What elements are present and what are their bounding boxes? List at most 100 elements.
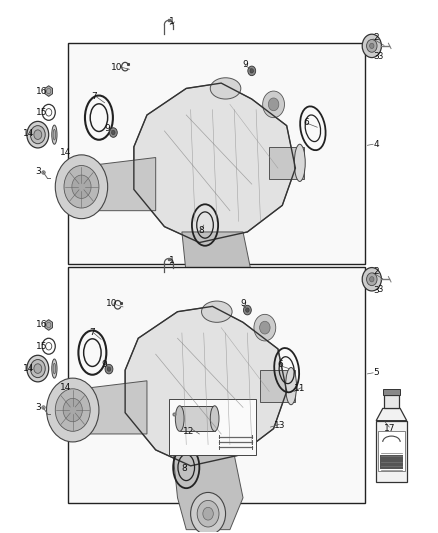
Circle shape	[112, 131, 115, 135]
Circle shape	[55, 155, 108, 219]
Ellipse shape	[210, 78, 241, 99]
Text: 3: 3	[35, 167, 41, 176]
Circle shape	[55, 389, 90, 431]
Circle shape	[250, 69, 254, 73]
Bar	[384, 395, 399, 408]
Text: 10: 10	[106, 299, 118, 308]
Text: 9: 9	[102, 360, 107, 369]
Text: 3: 3	[373, 286, 379, 295]
Text: 7: 7	[89, 328, 95, 337]
Ellipse shape	[175, 406, 184, 431]
Ellipse shape	[27, 122, 49, 148]
Circle shape	[72, 175, 91, 198]
Ellipse shape	[34, 130, 42, 140]
Text: 16: 16	[36, 86, 48, 95]
Polygon shape	[261, 370, 295, 402]
Text: 4: 4	[373, 140, 379, 149]
Text: 14: 14	[60, 383, 71, 392]
Ellipse shape	[30, 360, 45, 377]
Text: 13: 13	[274, 422, 286, 431]
Polygon shape	[45, 320, 53, 330]
Bar	[380, 455, 403, 469]
Text: 15: 15	[36, 342, 48, 351]
Text: 2: 2	[373, 34, 379, 43]
Text: 7: 7	[92, 92, 97, 101]
Ellipse shape	[294, 144, 305, 181]
Polygon shape	[134, 83, 295, 243]
Text: 12: 12	[183, 427, 194, 436]
Text: 3: 3	[35, 403, 41, 412]
Text: 9: 9	[242, 60, 248, 69]
Text: 8: 8	[181, 464, 187, 473]
Text: 1: 1	[170, 256, 175, 264]
Ellipse shape	[210, 406, 219, 431]
Circle shape	[107, 367, 111, 371]
Bar	[68, 43, 365, 264]
Bar	[378, 431, 405, 471]
Circle shape	[64, 165, 99, 208]
Text: 6: 6	[277, 360, 283, 369]
Polygon shape	[125, 306, 287, 466]
Ellipse shape	[52, 359, 57, 378]
Ellipse shape	[201, 301, 232, 322]
Ellipse shape	[34, 364, 42, 373]
Circle shape	[199, 269, 234, 312]
Polygon shape	[182, 232, 252, 306]
Ellipse shape	[53, 364, 56, 374]
Circle shape	[370, 277, 374, 282]
Text: 17: 17	[384, 424, 395, 433]
Text: 14: 14	[23, 364, 35, 373]
Text: 3: 3	[377, 285, 382, 294]
Text: 3: 3	[377, 52, 382, 61]
Circle shape	[63, 398, 82, 422]
Circle shape	[206, 277, 228, 304]
Circle shape	[260, 321, 270, 334]
Circle shape	[248, 66, 256, 76]
Text: 16: 16	[36, 320, 48, 329]
Ellipse shape	[52, 125, 57, 144]
Circle shape	[244, 305, 251, 315]
Circle shape	[191, 492, 226, 533]
Polygon shape	[45, 86, 53, 96]
Text: 2: 2	[373, 268, 379, 276]
Circle shape	[263, 91, 285, 118]
Text: 8: 8	[199, 226, 205, 235]
Circle shape	[212, 284, 222, 297]
Circle shape	[370, 43, 374, 49]
Circle shape	[367, 273, 377, 286]
Polygon shape	[173, 455, 243, 530]
Bar	[68, 266, 365, 503]
Ellipse shape	[27, 356, 49, 382]
Bar	[383, 389, 400, 395]
Circle shape	[110, 128, 117, 138]
Circle shape	[46, 378, 99, 442]
Text: 6: 6	[304, 118, 309, 127]
Polygon shape	[376, 408, 407, 421]
Text: 9: 9	[240, 299, 246, 308]
Text: 11: 11	[294, 384, 306, 393]
Circle shape	[203, 507, 213, 520]
Bar	[169, 399, 256, 455]
Circle shape	[362, 34, 381, 58]
Circle shape	[246, 308, 249, 312]
Polygon shape	[68, 158, 155, 211]
Bar	[376, 421, 407, 482]
Circle shape	[362, 268, 381, 291]
Text: 10: 10	[111, 63, 122, 71]
Circle shape	[197, 500, 219, 527]
Text: 14: 14	[23, 129, 35, 138]
Text: 5: 5	[373, 368, 379, 377]
Text: 3: 3	[373, 52, 379, 61]
Bar	[180, 406, 215, 431]
Circle shape	[367, 39, 377, 52]
Circle shape	[105, 365, 113, 374]
Text: 15: 15	[36, 108, 48, 117]
Circle shape	[254, 314, 276, 341]
Text: 1: 1	[170, 18, 175, 27]
Ellipse shape	[53, 130, 56, 140]
Polygon shape	[269, 147, 304, 179]
Ellipse shape	[286, 368, 297, 405]
Text: 9: 9	[105, 124, 110, 133]
Text: 14: 14	[60, 148, 71, 157]
Ellipse shape	[30, 126, 45, 144]
